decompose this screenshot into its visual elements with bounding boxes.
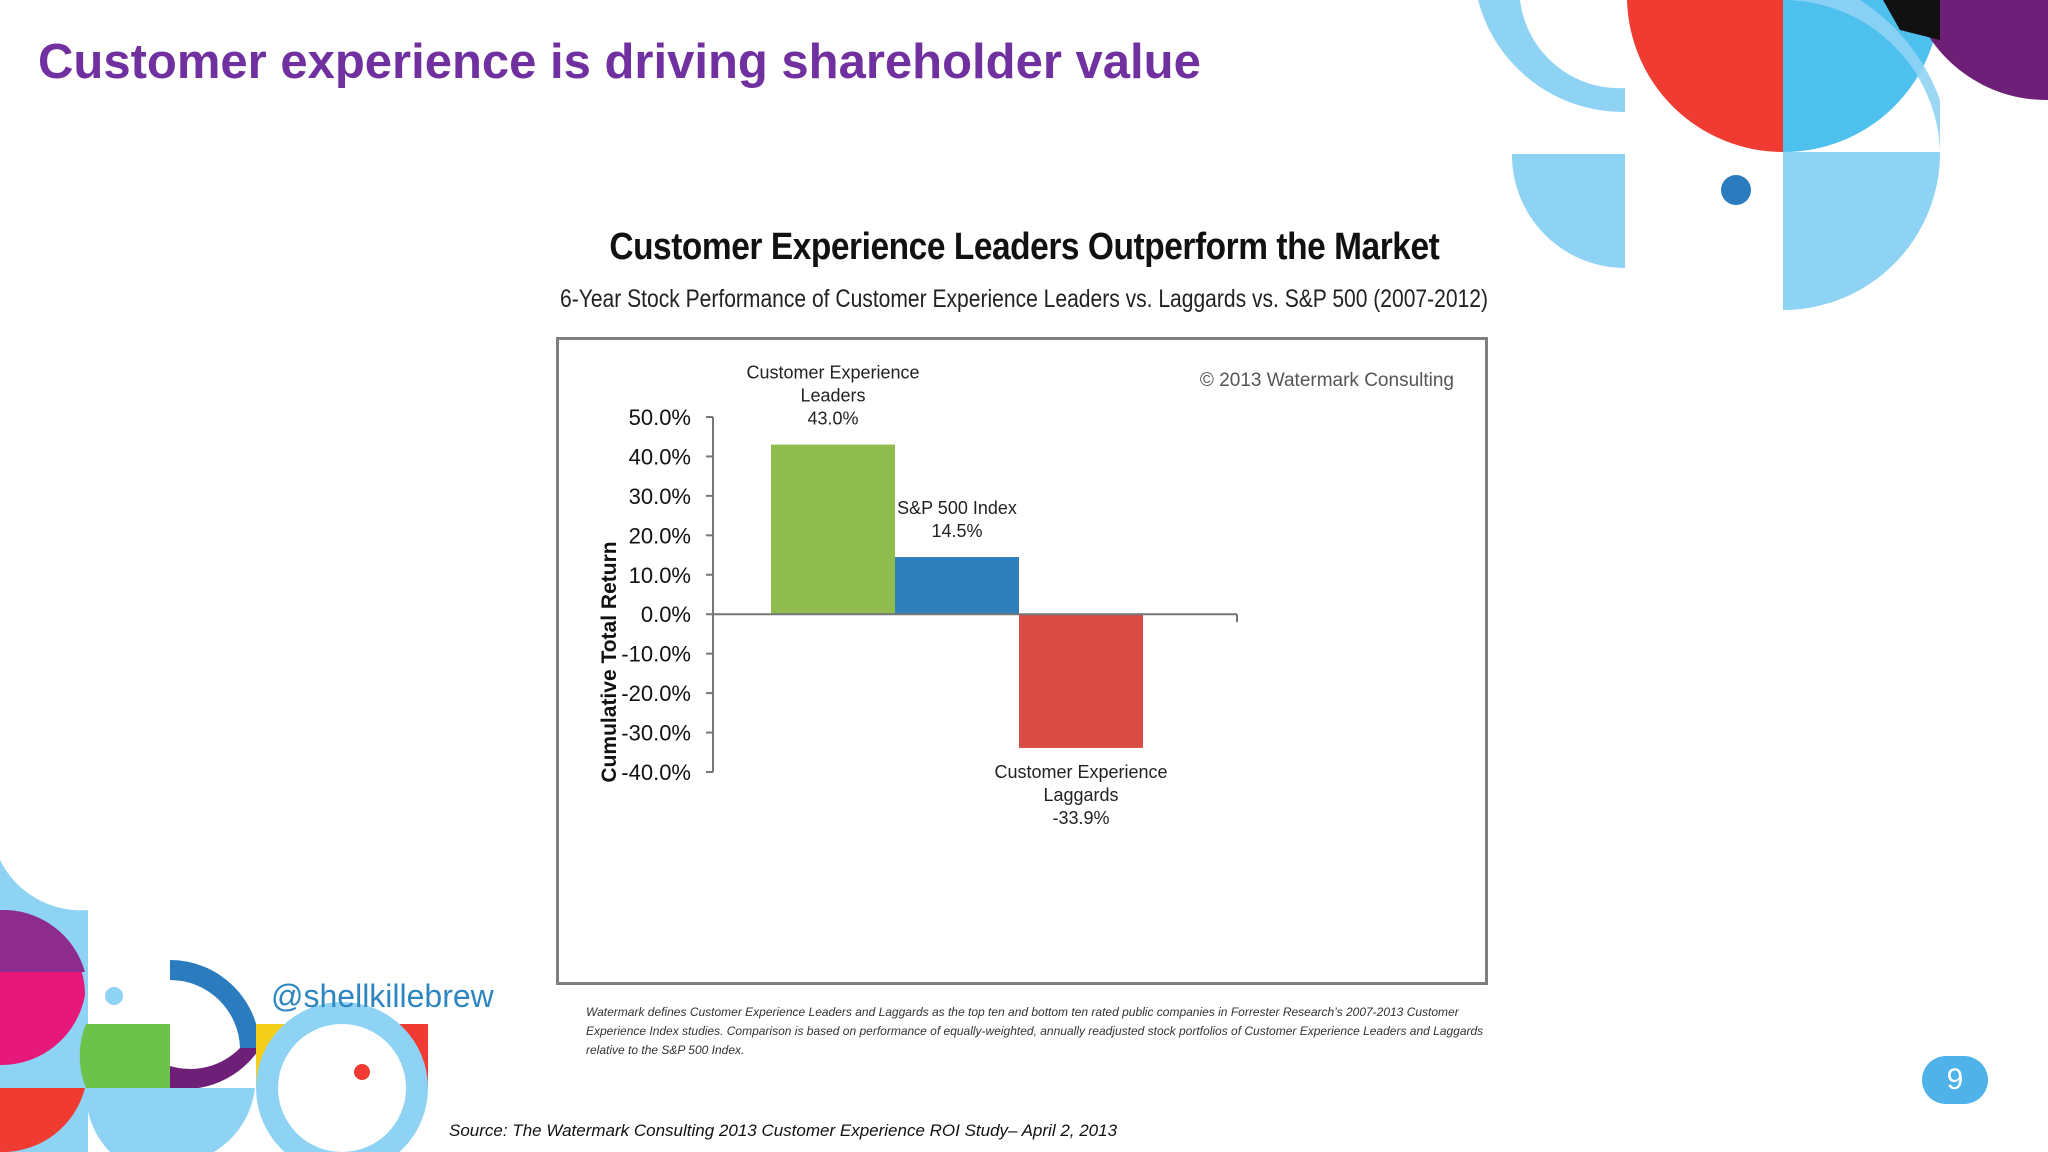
page-number-badge: 9 <box>1922 1056 1988 1104</box>
chart-footnote: Watermark defines Customer Experience Le… <box>586 1005 1484 1057</box>
slide-title: Customer experience is driving sharehold… <box>38 35 1201 89</box>
chart-frame: © 2013 Watermark Consulting Cumulative T… <box>556 337 1488 985</box>
y-axis-label: Cumulative Total Return <box>598 541 621 782</box>
y-tick-label: 50.0% <box>629 405 691 430</box>
y-tick-label: 20.0% <box>629 523 691 548</box>
bar-category-label: Customer Experience <box>746 363 919 383</box>
bar-1 <box>771 444 895 615</box>
chart-subtitle: 6-Year Stock Performance of Customer Exp… <box>560 285 1488 313</box>
copyright-text: © 2013 Watermark Consulting <box>1200 370 1454 391</box>
bar-value-label: 43.0% <box>807 409 858 429</box>
bottom-left-decoration <box>0 860 428 1152</box>
top-right-decoration <box>1478 0 2048 310</box>
y-tick-label: 30.0% <box>629 484 691 509</box>
chart-title: Customer Experience Leaders Outperform t… <box>609 226 1439 268</box>
y-tick-label: -30.0% <box>621 721 691 746</box>
y-tick-label: 40.0% <box>629 444 691 469</box>
y-tick-label: -20.0% <box>621 681 691 706</box>
bar-category-label: Leaders <box>800 386 865 406</box>
y-tick-label: -40.0% <box>621 760 691 785</box>
source-citation: Source: The Watermark Consulting 2013 Cu… <box>449 1121 1118 1140</box>
y-tick-label: 10.0% <box>629 563 691 588</box>
bar-value-label: -33.9% <box>1052 808 1109 828</box>
bar-3 <box>1019 614 1143 748</box>
y-tick-label: 0.0% <box>641 602 691 627</box>
bar-category-label: Customer Experience <box>994 762 1167 782</box>
y-tick-label: -10.0% <box>621 642 691 667</box>
bar-value-label: 14.5% <box>931 521 982 541</box>
bar-category-label: Laggards <box>1043 785 1118 805</box>
bar-2 <box>895 557 1019 615</box>
bar-chart: © 2013 Watermark Consulting Cumulative T… <box>598 363 1454 828</box>
twitter-handle: @shellkillebrew <box>271 978 494 1014</box>
bar-category-label: S&P 500 Index <box>897 498 1017 518</box>
